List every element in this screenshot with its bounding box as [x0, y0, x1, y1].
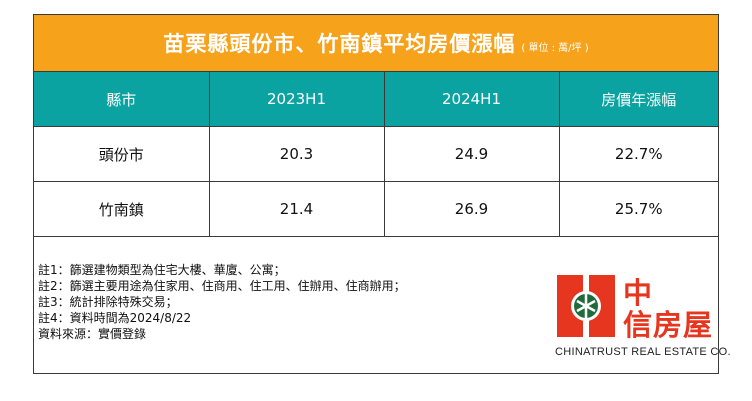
info-card: 苗栗縣頭份市、竹南鎮平均房價漲幅 ( 單位 : 萬/坪 ) 縣市 2023H1 …: [33, 14, 731, 374]
header-2024h1: 2024H1: [383, 72, 560, 127]
header-growth: 房價年漲幅: [558, 72, 718, 127]
note-3: 註3：統計排除特殊交易；: [38, 295, 178, 309]
footnotes: 註1：篩選建物類型為住宅大樓、華廈、公寓； 註2：篩選主要用途為住家用、住商用、…: [38, 262, 518, 342]
header-2023h1: 2023H1: [208, 72, 385, 127]
table-row: 竹南鎮 21.4 26.9 25.7%: [34, 181, 718, 237]
note-1: 註1：篩選建物類型為住宅大樓、華廈、公寓；: [38, 263, 286, 277]
note-4: 註4：資料時間為2024/8/22: [38, 311, 192, 325]
cell-growth: 25.7%: [558, 181, 718, 237]
header-region: 縣市: [34, 72, 210, 127]
note-2: 註2：篩選主要用途為住家用、住商用、住工用、住辦用、住商辦用；: [38, 279, 406, 293]
page-title: 苗栗縣頭份市、竹南鎮平均房價漲幅: [163, 32, 516, 56]
logo-english-name: CHINATRUST REAL ESTATE CO.: [555, 346, 731, 358]
data-source: 資料來源：實價登錄: [38, 327, 147, 341]
cell-2024h1: 26.9: [383, 181, 560, 237]
cell-2024h1: 24.9: [383, 126, 560, 182]
price-table: 縣市 2023H1 2024H1 房價年漲幅 頭份市 20.3 24.9 22.…: [34, 72, 718, 237]
title-bar: 苗栗縣頭份市、竹南鎮平均房價漲幅 ( 單位 : 萬/坪 ): [34, 15, 718, 72]
cell-2023h1: 20.3: [208, 126, 385, 182]
table-header-row: 縣市 2023H1 2024H1 房價年漲幅: [34, 72, 718, 127]
cell-growth: 22.7%: [558, 126, 718, 182]
cell-2023h1: 21.4: [208, 181, 385, 237]
unit-label: ( 單位 : 萬/坪 ): [521, 42, 589, 54]
logo-chinese-name: 中 信房屋: [623, 276, 714, 342]
logo-emblem-icon: [557, 275, 615, 337]
cell-region: 頭份市: [34, 126, 210, 182]
table-row: 頭份市 20.3 24.9 22.7%: [34, 126, 718, 182]
cell-region: 竹南鎮: [34, 181, 210, 237]
chinatrust-logo: 中 信房屋 CHINATRUST REAL ESTATE CO.: [555, 271, 731, 361]
